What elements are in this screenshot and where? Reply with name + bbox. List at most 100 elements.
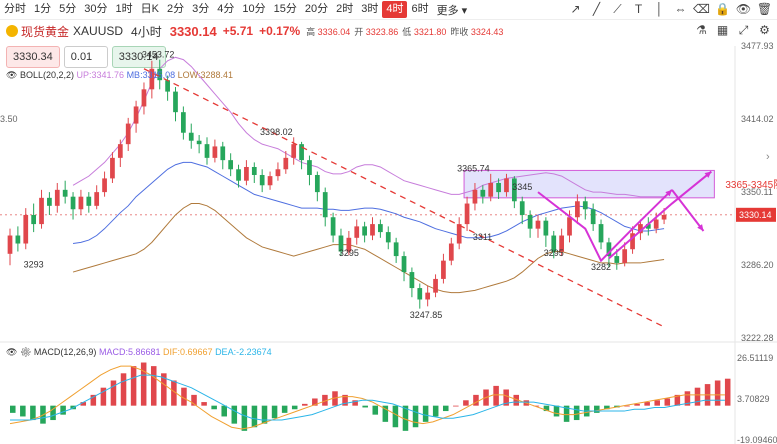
candle-body-31	[251, 166, 257, 175]
line-icon[interactable]: ╱	[592, 2, 601, 16]
candle-body-62	[496, 182, 501, 193]
trash-icon[interactable]: 🗑	[756, 2, 773, 16]
macd-bar-15	[161, 373, 167, 406]
resistance-zone-label: 3365-3345阻力位	[725, 178, 777, 191]
timeframe-14[interactable]: 4时	[382, 1, 408, 18]
candle-body-80	[638, 224, 643, 234]
candle-body-53	[425, 292, 431, 300]
collapse-panel-icon[interactable]: ›	[766, 151, 770, 163]
candle-body-45	[362, 226, 367, 236]
macd-bar-42	[432, 405, 439, 417]
candle-body-75	[598, 224, 604, 243]
indicator-icon[interactable]: ⚗	[696, 23, 707, 37]
macd-bar-9	[100, 387, 107, 406]
candle-body-64	[511, 178, 517, 202]
candle-body-41	[330, 217, 336, 236]
candle-body-66	[527, 214, 533, 229]
macd-bar-4	[50, 405, 56, 421]
timeframe-0[interactable]: 分时	[4, 3, 26, 15]
candle-body-4	[39, 197, 44, 225]
text-icon[interactable]: T	[634, 2, 643, 16]
candle-body-24	[196, 140, 202, 145]
candle-body-2	[23, 214, 29, 244]
candle-body-43	[346, 237, 352, 252]
candle-body-55	[441, 260, 446, 279]
candle-body-32	[259, 174, 265, 186]
settings-icon[interactable]: ⚙	[759, 23, 770, 37]
quantity-input[interactable]: 0.01	[63, 46, 108, 68]
ray-icon[interactable]: ⟋	[613, 2, 622, 16]
macd-bar-45	[463, 400, 469, 406]
timeframe-15[interactable]: 6时	[411, 3, 429, 15]
lock-icon[interactable]: 🔒	[715, 2, 730, 16]
candle-body-82	[653, 219, 659, 229]
price-annotation-3: 3295	[339, 248, 359, 258]
candle-body-49	[393, 242, 399, 257]
macd-bar-59	[604, 405, 610, 410]
trade-panel: 3330.34 0.01 3330.14	[6, 46, 166, 68]
boll-low: LOW:3288.41	[177, 70, 233, 80]
layout-icon[interactable]: ▦	[716, 23, 729, 37]
candle-body-22	[181, 112, 186, 133]
eye-icon[interactable]: 👁	[6, 70, 18, 80]
candle-body-51	[409, 272, 415, 289]
timeframe-4[interactable]: 1时	[115, 3, 133, 15]
candle-body-9	[78, 196, 84, 210]
timeframe-bar: 分时 1分 5分 30分 1时 日K 2分 3分 4分 10分 15分 20分 2时 3时 4时 6时 更多 ▾	[0, 0, 777, 20]
settings-icon[interactable]: ⚙	[19, 347, 32, 357]
timeframe-5[interactable]: 日K	[140, 3, 159, 15]
symbol-code: XAUUSD	[73, 24, 124, 38]
macd-bar-16	[171, 380, 177, 406]
candle-body-52	[417, 288, 423, 300]
candle-body-15	[125, 123, 131, 145]
timeframe-11[interactable]: 20分	[304, 3, 329, 15]
more-timeframes-button[interactable]: 更多 ▾	[436, 4, 468, 17]
timeframe-10[interactable]: 15分	[273, 3, 297, 15]
macd-bar-23	[241, 405, 248, 431]
candle-body-39	[314, 174, 320, 193]
eraser-icon[interactable]: ⌫	[693, 2, 710, 16]
price-annotation-4: 3247.85	[410, 310, 443, 320]
pen-icon[interactable]: ↗	[570, 2, 581, 16]
timeframe-6[interactable]: 2分	[166, 3, 185, 15]
candle-body-29	[236, 169, 241, 181]
timeframe-7[interactable]: 3分	[192, 3, 210, 15]
boll-up-line	[72, 56, 665, 198]
scenario-arrowhead-0	[665, 189, 672, 197]
timeframe-13[interactable]: 3时	[361, 3, 379, 15]
scenario-path-1	[608, 170, 712, 260]
timeframe-3[interactable]: 30分	[84, 3, 108, 15]
fullscreen-icon[interactable]: ⤢	[738, 23, 749, 37]
symbol-name[interactable]: 现货黄金	[21, 24, 70, 39]
macd-bar-43	[442, 405, 449, 412]
macd-bar-62	[634, 403, 640, 406]
timeframe-2[interactable]: 5分	[59, 3, 77, 15]
candle-body-50	[401, 256, 407, 273]
macd-bar-40	[412, 405, 419, 428]
candle-body-28	[228, 160, 234, 170]
candle-body-12	[102, 178, 107, 193]
eye-icon[interactable]: 👁	[6, 347, 18, 357]
timeframe-9[interactable]: 10分	[242, 3, 266, 15]
candle-body-3	[31, 214, 37, 225]
candle-body-44	[354, 226, 360, 238]
macd-bar-11	[120, 373, 127, 406]
timeframe-8[interactable]: 4分	[217, 3, 235, 15]
measure-icon[interactable]: ⇔	[674, 2, 687, 16]
candle-body-36	[291, 144, 297, 158]
sell-button[interactable]: 3330.34	[6, 46, 60, 68]
macd-bar-2	[30, 405, 36, 421]
macd-bar-58	[594, 405, 600, 413]
timeframe-1[interactable]: 1分	[34, 3, 52, 15]
candle-body-74	[590, 209, 596, 225]
price-annotation-2: 3293	[24, 260, 44, 270]
macd-bar-55	[563, 405, 570, 422]
boll-mid-line	[72, 161, 665, 245]
vertical-line-icon[interactable]: │	[655, 2, 664, 16]
timeframe-12[interactable]: 2时	[336, 3, 354, 15]
period-selector[interactable]: 4小时	[131, 24, 162, 39]
eye-icon[interactable]: 👁	[735, 2, 752, 16]
ohlc-low: 低 3321.80	[402, 26, 447, 37]
macd-dea-line	[10, 374, 725, 421]
